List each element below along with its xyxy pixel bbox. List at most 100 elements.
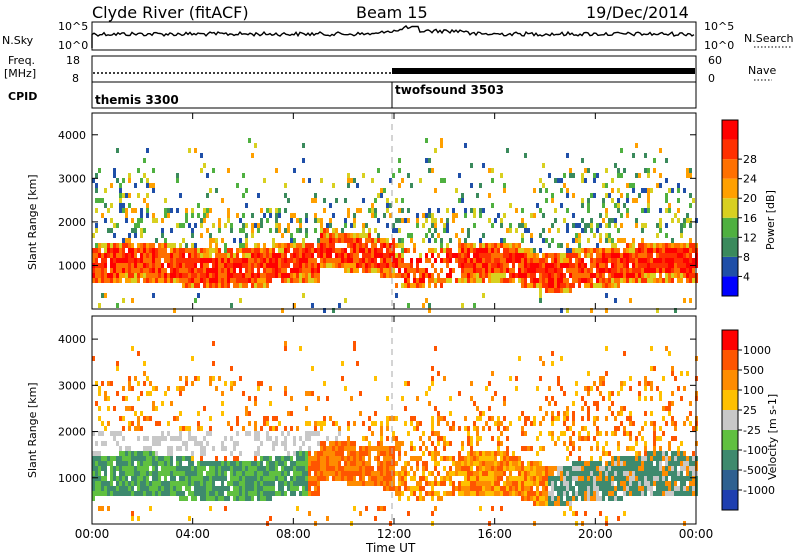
velocity-cell xyxy=(113,406,116,411)
velocity-cell xyxy=(362,461,365,466)
velocity-cell xyxy=(485,466,488,471)
velocity-cell xyxy=(413,426,416,431)
power-cell xyxy=(527,248,530,253)
power-cell xyxy=(218,263,221,268)
velocity-cell xyxy=(443,491,446,496)
velocity-cell xyxy=(656,461,659,466)
power-cell xyxy=(230,253,233,258)
velocity-cell xyxy=(257,496,260,501)
power-cell xyxy=(374,263,377,268)
power-cell xyxy=(365,268,368,273)
velocity-cell xyxy=(503,451,506,456)
velocity-cell xyxy=(197,461,200,466)
power-cell xyxy=(335,238,338,243)
power-cell xyxy=(248,263,251,268)
power-cell xyxy=(485,248,488,253)
velocity-cell xyxy=(587,496,590,501)
power-cell xyxy=(293,303,296,308)
power-cell xyxy=(386,263,389,268)
velocity-cell xyxy=(650,346,653,351)
velocity-cell xyxy=(413,491,416,496)
velocity-cell xyxy=(305,466,308,471)
power-cell xyxy=(494,258,497,263)
power-cell xyxy=(275,273,278,278)
power-cell xyxy=(197,258,200,263)
velocity-cell xyxy=(221,401,224,406)
velocity-cell xyxy=(422,461,425,466)
power-cell xyxy=(530,263,533,268)
velocity-cell xyxy=(137,471,140,476)
velocity-colorbar-label: Velocity [m s-1] xyxy=(766,394,779,480)
power-cell xyxy=(605,168,608,173)
power-cell xyxy=(308,263,311,268)
velocity-colorbar-tick: -100 xyxy=(743,444,768,457)
velocity-cell xyxy=(476,406,479,411)
velocity-cell xyxy=(491,396,494,401)
velocity-cell xyxy=(230,491,233,496)
power-cell xyxy=(656,263,659,268)
power-cell xyxy=(215,243,218,248)
velocity-cell xyxy=(494,461,497,466)
velocity-cell xyxy=(137,396,140,401)
power-cell xyxy=(650,248,653,253)
velocity-cell xyxy=(272,466,275,471)
velocity-cell xyxy=(152,441,155,446)
velocity-cell xyxy=(203,436,206,441)
velocity-cell xyxy=(110,491,113,496)
power-cell xyxy=(242,193,245,198)
velocity-cell xyxy=(266,476,269,481)
power-cell xyxy=(530,273,533,278)
velocity-cell xyxy=(611,431,614,436)
velocity-cell xyxy=(575,481,578,486)
velocity-cell xyxy=(665,451,668,456)
velocity-cell xyxy=(380,431,383,436)
velocity-cell xyxy=(497,486,500,491)
velocity-cell xyxy=(179,426,182,431)
power-cell xyxy=(182,268,185,273)
power-cell xyxy=(110,183,113,188)
velocity-cell xyxy=(224,496,227,501)
velocity-cell xyxy=(143,456,146,461)
velocity-cell xyxy=(386,461,389,466)
velocity-cell xyxy=(614,476,617,481)
power-cell xyxy=(149,268,152,273)
power-cell xyxy=(569,258,572,263)
velocity-cell xyxy=(671,461,674,466)
velocity-cell xyxy=(302,491,305,496)
velocity-cell xyxy=(572,416,575,421)
power-cell xyxy=(548,278,551,283)
velocity-cell xyxy=(539,356,542,361)
velocity-cell xyxy=(125,456,128,461)
velocity-cell xyxy=(191,466,194,471)
velocity-cell xyxy=(227,481,230,486)
power-cell xyxy=(473,208,476,213)
power-cell xyxy=(284,258,287,263)
power-cell xyxy=(233,278,236,283)
power-cell xyxy=(95,173,98,178)
power-cell xyxy=(329,223,332,228)
velocity-cell xyxy=(545,486,548,491)
velocity-cell xyxy=(569,496,572,501)
power-cell xyxy=(245,258,248,263)
power-cell xyxy=(473,258,476,263)
velocity-cell xyxy=(686,466,689,471)
power-cell xyxy=(155,263,158,268)
velocity-cell xyxy=(518,491,521,496)
velocity-cell xyxy=(107,421,110,426)
velocity-cell xyxy=(650,491,653,496)
velocity-cell xyxy=(539,501,542,506)
power-cell xyxy=(632,153,635,158)
power-cell xyxy=(491,248,494,253)
velocity-cell xyxy=(125,466,128,471)
power-cell xyxy=(545,273,548,278)
velocity-cell xyxy=(317,461,320,466)
velocity-cell xyxy=(629,431,632,436)
velocity-cell xyxy=(476,491,479,496)
power-cell xyxy=(662,253,665,258)
velocity-cell xyxy=(491,476,494,481)
velocity-cell xyxy=(674,451,677,456)
velocity-cell xyxy=(257,451,260,456)
velocity-cell xyxy=(557,491,560,496)
power-cell xyxy=(257,223,260,228)
